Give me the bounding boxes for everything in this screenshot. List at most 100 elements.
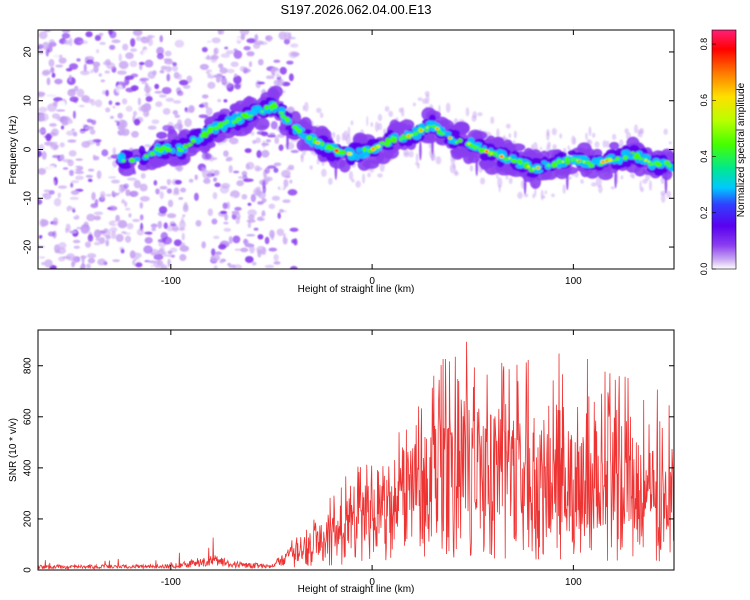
heatmap-cell xyxy=(250,131,255,136)
heatmap-cell xyxy=(234,206,242,211)
snr-ytick-label: 400 xyxy=(23,459,34,476)
heatmap-cell xyxy=(166,188,173,194)
heatmap-cell xyxy=(273,254,279,261)
heatmap-cell xyxy=(98,53,103,63)
heatmap-cell xyxy=(250,193,257,203)
heatmap-cell xyxy=(50,66,55,74)
heatmap-cell xyxy=(49,132,57,137)
heatmap-cell xyxy=(559,133,563,139)
heatmap-cell xyxy=(588,126,592,137)
heatmap-cell xyxy=(668,141,672,145)
heatmap-cell xyxy=(278,144,284,152)
heatmap-cell xyxy=(83,63,87,73)
heatmap-cell xyxy=(611,159,616,162)
heatmap-cell xyxy=(289,36,296,40)
heatmap-cell xyxy=(425,120,433,127)
heatmap-cell xyxy=(246,51,255,57)
heatmap-cell xyxy=(637,155,641,159)
heatmap-cell xyxy=(41,236,51,242)
snr-xtick-label: 100 xyxy=(565,577,582,588)
heatmap-cell xyxy=(178,79,189,86)
heatmap-cell xyxy=(526,165,530,168)
heatmap-cell xyxy=(269,85,283,99)
heatmap-cell xyxy=(465,107,470,117)
heatmap-cell xyxy=(207,81,216,89)
heatmap-cell xyxy=(118,210,128,215)
heatmap-cell xyxy=(585,132,588,141)
heatmap-cell xyxy=(615,156,619,161)
heatmap-cell xyxy=(231,210,240,215)
heatmap-cell xyxy=(371,147,375,150)
heatmap-cell xyxy=(199,63,209,70)
spectrogram-xtick-label: 100 xyxy=(565,276,582,287)
heatmap-cell xyxy=(129,157,135,163)
heatmap-cell xyxy=(211,37,221,44)
heatmap-cell xyxy=(43,189,51,193)
heatmap-cell xyxy=(207,126,213,131)
heatmap-cell xyxy=(269,229,275,239)
heatmap-cell xyxy=(85,31,93,38)
heatmap-cell xyxy=(194,174,198,181)
heatmap-cell xyxy=(239,66,247,72)
heatmap-cell xyxy=(186,75,193,83)
heatmap-cell xyxy=(217,99,222,103)
heatmap-cell xyxy=(85,174,94,178)
heatmap-cell xyxy=(219,210,228,215)
heatmap-cell xyxy=(281,169,291,178)
heatmap-cell xyxy=(80,255,87,259)
heatmap-cell xyxy=(219,67,228,74)
heatmap-cell xyxy=(425,126,429,129)
heatmap-cell xyxy=(105,193,112,197)
heatmap-cell xyxy=(300,155,304,163)
heatmap-cell xyxy=(147,260,157,264)
heatmap-cell xyxy=(214,182,221,188)
heatmap-cell xyxy=(126,177,137,181)
heatmap-cell xyxy=(214,170,219,177)
heatmap-cell xyxy=(532,193,535,199)
heatmap-cell xyxy=(172,62,177,67)
heatmap-cell xyxy=(663,160,668,166)
heatmap-cell xyxy=(257,234,264,240)
heatmap-cell xyxy=(325,144,332,148)
heatmap-cell xyxy=(102,90,106,95)
heatmap-cell xyxy=(129,60,138,68)
heatmap-cell xyxy=(174,39,185,48)
heatmap-cell xyxy=(84,241,92,248)
heatmap-cell xyxy=(416,163,420,169)
heatmap-cell xyxy=(608,159,612,162)
heatmap-cell xyxy=(178,227,186,231)
heatmap-cell xyxy=(633,154,639,160)
snr-xtick-label: 0 xyxy=(369,577,375,588)
heatmap-cell xyxy=(144,144,152,148)
heatmap-cell xyxy=(182,84,191,89)
heatmap-cell xyxy=(53,31,62,40)
heatmap-cell xyxy=(174,114,181,119)
heatmap-cell xyxy=(101,228,111,237)
heatmap-cell xyxy=(220,77,228,83)
heatmap-cell xyxy=(154,83,160,90)
heatmap-cell xyxy=(51,72,56,78)
heatmap-cell xyxy=(580,163,587,168)
heatmap-cell xyxy=(206,54,210,60)
snr-ticks: -100 0 100 0 200 400 600 800 xyxy=(23,330,674,588)
heatmap-cell xyxy=(585,148,595,158)
heatmap-cell xyxy=(252,139,257,144)
heatmap-cell xyxy=(273,59,281,63)
heatmap-cell xyxy=(254,34,259,42)
heatmap-cell xyxy=(660,192,666,203)
heatmap-cell xyxy=(156,53,164,60)
heatmap-cell xyxy=(203,178,211,184)
heatmap-cell xyxy=(243,45,251,51)
heatmap-cell xyxy=(251,261,257,266)
heatmap-cell xyxy=(144,92,151,97)
heatmap-cell xyxy=(404,130,410,135)
heatmap-cell xyxy=(382,128,387,135)
heatmap-cell xyxy=(167,250,173,255)
heatmap-cell xyxy=(505,123,511,129)
heatmap-cell xyxy=(153,254,164,261)
heatmap-cell xyxy=(388,110,394,118)
heatmap-cell xyxy=(165,147,170,153)
heatmap-cell xyxy=(213,125,220,131)
heatmap-cell xyxy=(612,133,617,141)
heatmap-cell xyxy=(559,162,568,168)
